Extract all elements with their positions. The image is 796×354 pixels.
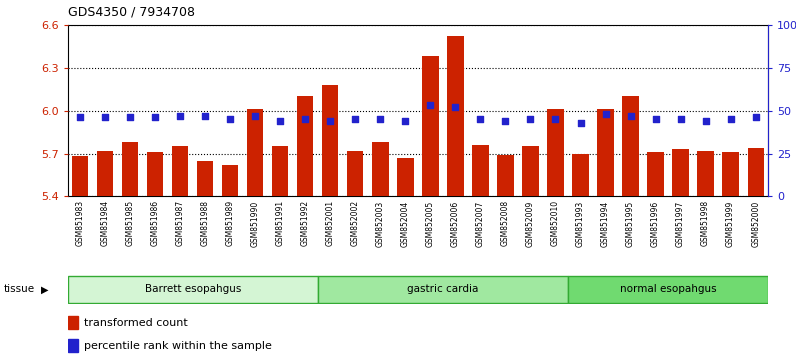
Bar: [647, 152, 664, 196]
Bar: [397, 158, 414, 196]
Text: GSM852010: GSM852010: [551, 200, 560, 246]
Text: GSM851992: GSM851992: [301, 200, 310, 246]
Bar: [423, 56, 439, 196]
Bar: [222, 165, 239, 196]
Bar: [472, 145, 489, 196]
FancyBboxPatch shape: [68, 276, 318, 303]
Text: GSM852003: GSM852003: [376, 200, 385, 247]
Bar: [297, 96, 314, 196]
Text: GSM851987: GSM851987: [176, 200, 185, 246]
Point: [374, 116, 387, 122]
Text: GSM852009: GSM852009: [526, 200, 535, 247]
Text: GSM851991: GSM851991: [275, 200, 285, 246]
Point: [149, 115, 162, 120]
Bar: [447, 36, 463, 196]
Point: [674, 116, 687, 122]
Point: [299, 116, 312, 122]
Bar: [572, 154, 589, 196]
Text: GSM852007: GSM852007: [476, 200, 485, 247]
Text: GSM851993: GSM851993: [576, 200, 585, 247]
Point: [650, 116, 662, 122]
Bar: [697, 151, 714, 196]
Point: [449, 104, 462, 110]
Text: gastric cardia: gastric cardia: [408, 284, 478, 295]
Text: GSM852008: GSM852008: [501, 200, 510, 246]
Bar: [68, 339, 78, 352]
Text: GSM852002: GSM852002: [351, 200, 360, 246]
Point: [749, 115, 762, 120]
Text: normal esopahgus: normal esopahgus: [620, 284, 716, 295]
Point: [174, 113, 186, 119]
Bar: [622, 96, 638, 196]
Text: transformed count: transformed count: [84, 318, 187, 327]
Point: [399, 118, 412, 124]
Text: GSM851986: GSM851986: [150, 200, 160, 246]
Bar: [347, 151, 364, 196]
Bar: [522, 147, 539, 196]
Text: GSM851995: GSM851995: [626, 200, 635, 247]
Text: GSM852005: GSM852005: [426, 200, 435, 247]
Point: [224, 116, 236, 122]
Bar: [147, 152, 163, 196]
Text: GSM851990: GSM851990: [251, 200, 259, 247]
Point: [474, 116, 487, 122]
Point: [124, 115, 137, 120]
Point: [424, 103, 437, 108]
Bar: [247, 109, 263, 196]
Bar: [598, 109, 614, 196]
Point: [499, 118, 512, 124]
Point: [599, 111, 612, 117]
Bar: [122, 142, 139, 196]
Bar: [72, 156, 88, 196]
Text: GSM852006: GSM852006: [451, 200, 460, 247]
Text: GSM851998: GSM851998: [701, 200, 710, 246]
Point: [349, 116, 361, 122]
Point: [199, 113, 212, 119]
Bar: [197, 161, 213, 196]
Bar: [272, 147, 288, 196]
Bar: [548, 109, 564, 196]
Text: GSM852004: GSM852004: [401, 200, 410, 247]
Text: ▶: ▶: [41, 284, 49, 295]
Point: [699, 118, 712, 124]
Text: GSM851988: GSM851988: [201, 200, 210, 246]
FancyBboxPatch shape: [568, 276, 768, 303]
Bar: [97, 151, 113, 196]
Text: GSM852001: GSM852001: [326, 200, 335, 246]
Point: [249, 113, 262, 119]
Text: Barrett esopahgus: Barrett esopahgus: [145, 284, 241, 295]
Bar: [498, 155, 513, 196]
Bar: [747, 148, 764, 196]
Text: GSM851989: GSM851989: [226, 200, 235, 246]
Bar: [723, 152, 739, 196]
Point: [74, 115, 87, 120]
Text: percentile rank within the sample: percentile rank within the sample: [84, 341, 271, 350]
Text: tissue: tissue: [4, 284, 35, 295]
Point: [724, 116, 737, 122]
Point: [99, 115, 111, 120]
Bar: [172, 147, 189, 196]
Text: GSM851994: GSM851994: [601, 200, 610, 247]
Point: [274, 118, 287, 124]
Text: GSM851985: GSM851985: [126, 200, 135, 246]
Text: GSM851999: GSM851999: [726, 200, 736, 247]
Point: [574, 120, 587, 125]
Point: [624, 113, 637, 119]
Text: GDS4350 / 7934708: GDS4350 / 7934708: [68, 5, 195, 18]
Text: GSM851984: GSM851984: [100, 200, 110, 246]
Bar: [373, 142, 388, 196]
Text: GSM852000: GSM852000: [751, 200, 760, 247]
Bar: [68, 316, 78, 329]
Point: [324, 118, 337, 124]
Text: GSM851983: GSM851983: [76, 200, 84, 246]
Text: GSM851996: GSM851996: [651, 200, 660, 247]
Bar: [673, 149, 689, 196]
FancyBboxPatch shape: [318, 276, 568, 303]
Point: [524, 116, 537, 122]
Point: [549, 116, 562, 122]
Bar: [322, 85, 338, 196]
Text: GSM851997: GSM851997: [676, 200, 685, 247]
